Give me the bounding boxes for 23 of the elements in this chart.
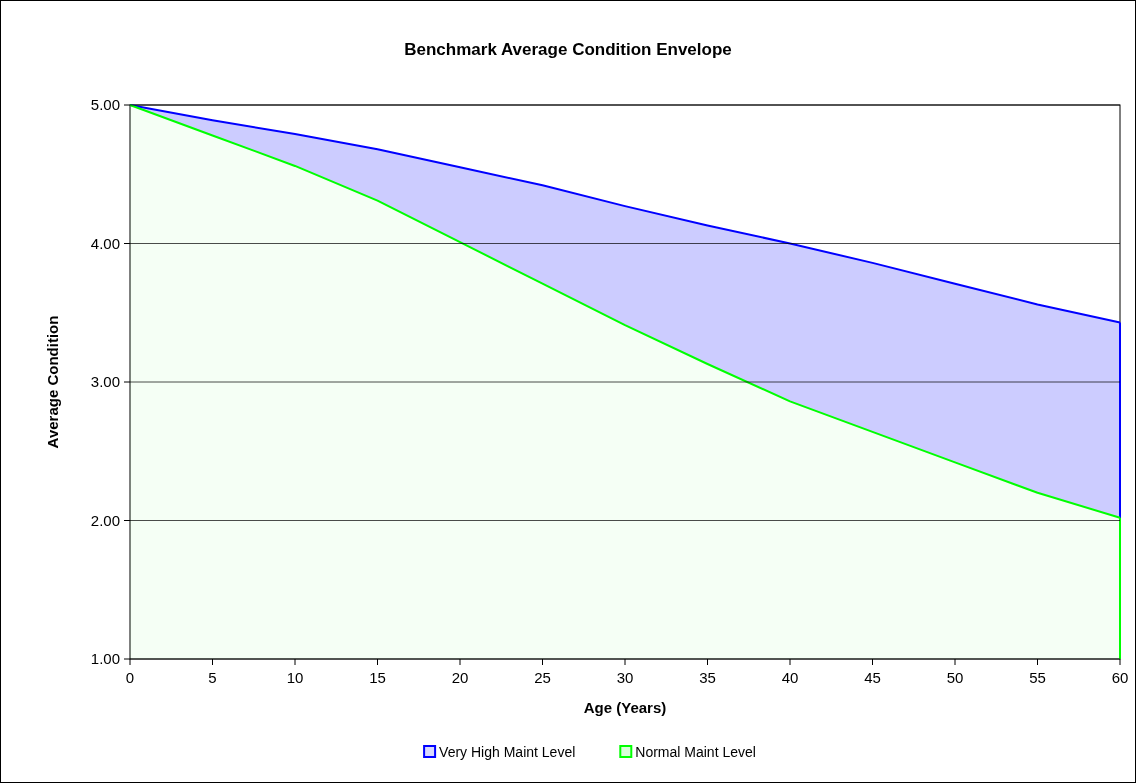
x-tick-label: 15 [369,669,386,686]
x-tick-label: 45 [864,669,881,686]
y-tick-label: 2.00 [90,511,120,529]
legend-label: Normal Maint Level [635,744,756,760]
x-tick-label: 25 [534,669,551,686]
x-tick-label: 35 [699,669,716,686]
y-axis-title: Average Condition [44,315,61,449]
x-tick-label: 0 [125,669,135,686]
x-tick-label: 5 [208,669,217,686]
x-tick-label: 10 [286,669,304,686]
x-tick-label: 30 [616,669,634,686]
x-tick-label: 40 [781,669,799,686]
x-tick-label: 50 [946,669,964,686]
chart-title: Benchmark Average Condition Envelope [404,40,732,59]
legend-label: Very High Maint Level [439,744,576,760]
x-tick-label: 20 [451,669,469,686]
x-axis-title: Age (Years) [583,699,667,716]
x-tick-label: 60 [1111,669,1129,686]
x-tick-label: 55 [1029,669,1046,686]
y-tick-label: 4.00 [90,234,120,252]
y-tick-label: 5.00 [90,96,120,113]
y-tick-label: 3.00 [90,373,120,390]
y-tick-label: 1.00 [90,650,120,667]
